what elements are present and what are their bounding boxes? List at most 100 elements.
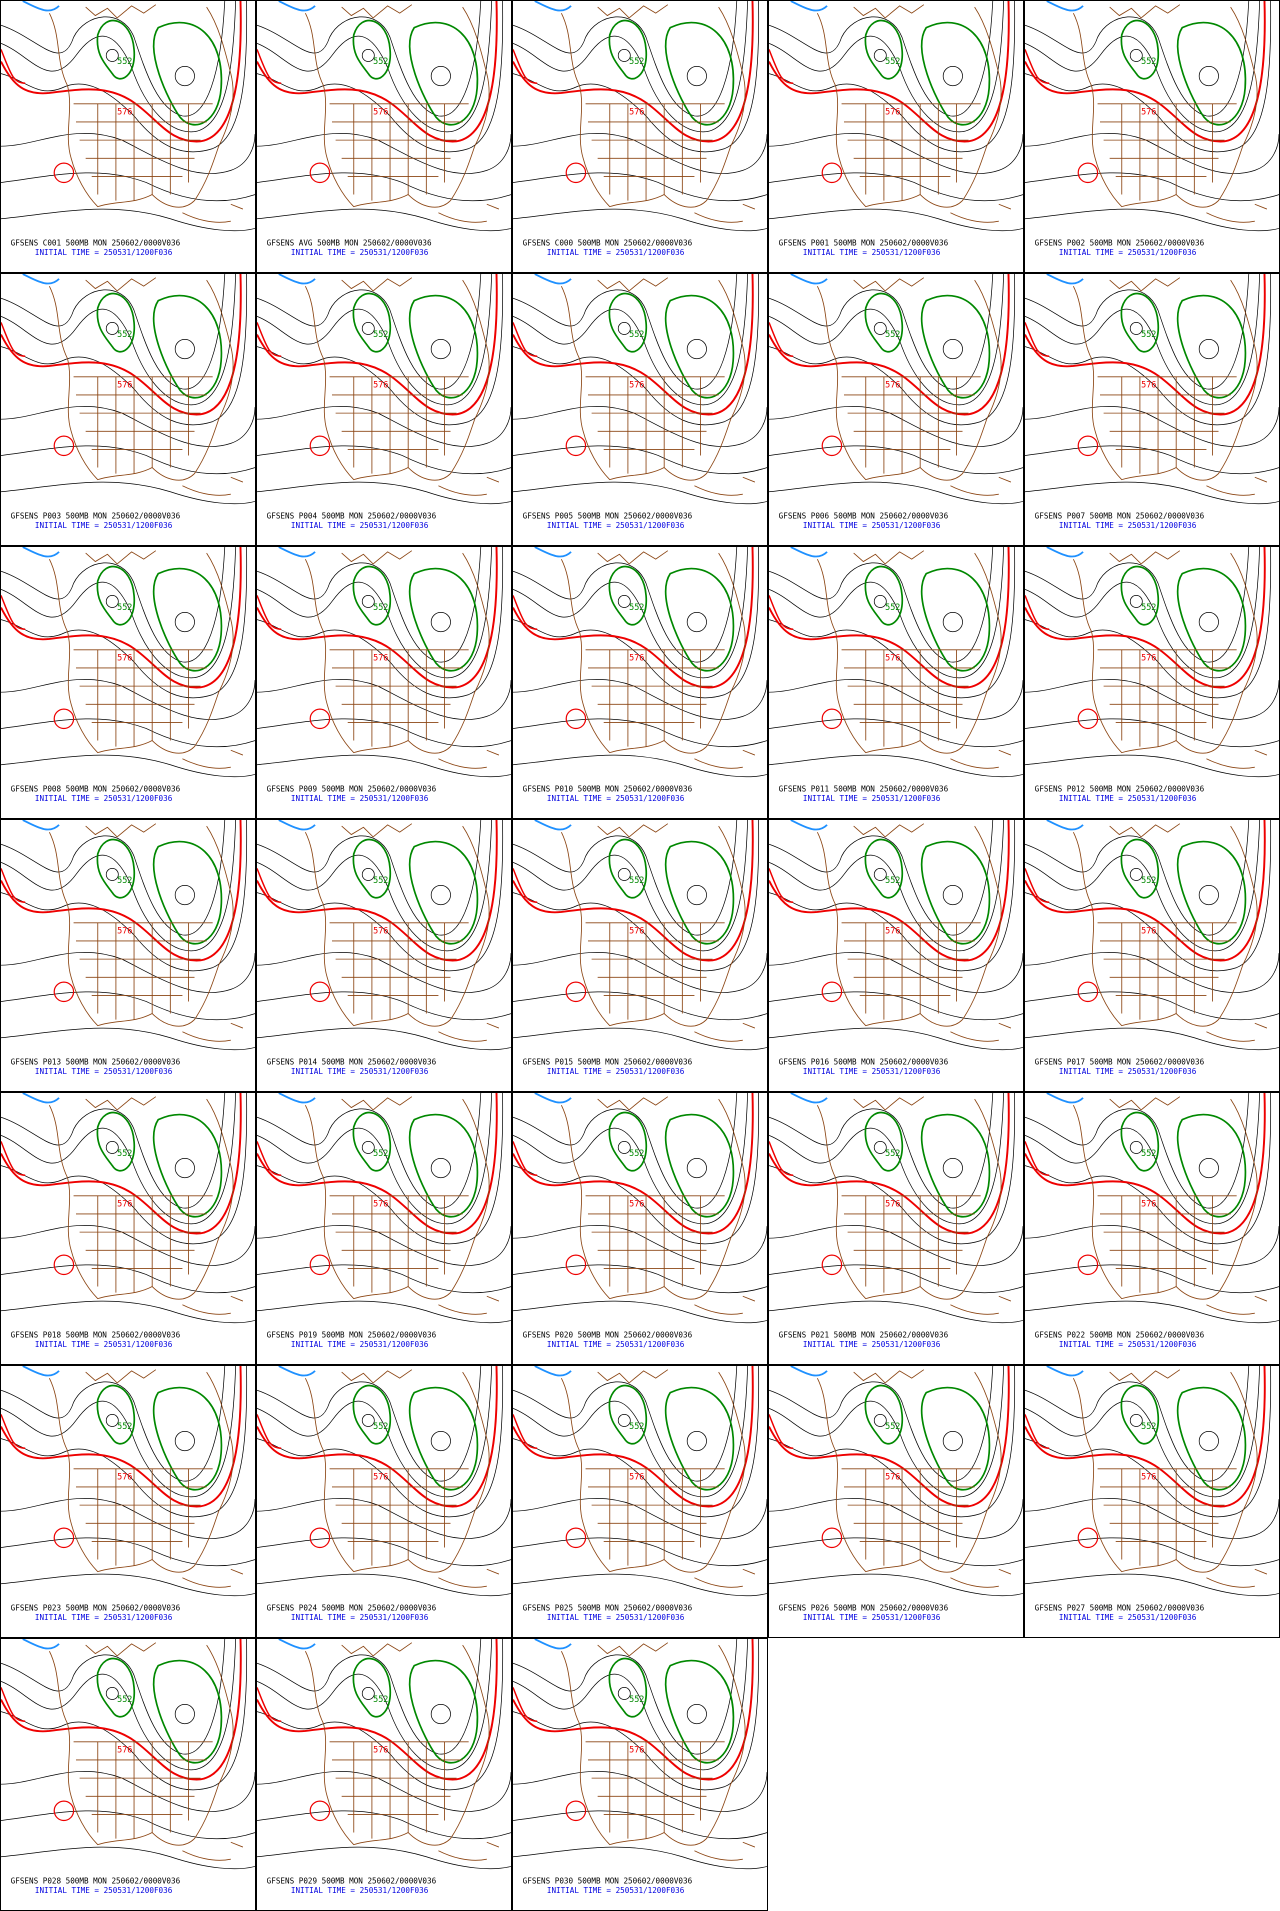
map: 552 576 GFSENS P026 500MB MON 250602/0000V…	[769, 1366, 1023, 1622]
panel-init: INITIAL TIME = 250531/1200F036	[35, 521, 173, 530]
contour-label: 576	[629, 926, 644, 936]
map: 552 576 GFSENS P025 500MB MON 250602/0000V…	[513, 1366, 767, 1622]
panel-init: INITIAL TIME = 250531/1200F036	[1059, 521, 1197, 530]
contour-label: 552	[885, 1421, 900, 1431]
map: 552 576 GFSENS P002 500MB MON 250602/0000V…	[1025, 1, 1279, 257]
panel-init: INITIAL TIME = 250531/1200F036	[291, 1340, 429, 1349]
map: 552 576 GFSENS P021 500MB MON 250602/0000V…	[769, 1093, 1023, 1349]
map: 552 576 GFSENS P012 500MB MON 250602/0000V…	[1025, 547, 1279, 803]
contour-label: 552	[1141, 1421, 1156, 1431]
panel-title: GFSENS P015 500MB MON 250602/0000V036	[523, 1057, 693, 1066]
map: 552 576 GFSENS P017 500MB MON 250602/0000V…	[1025, 820, 1279, 1076]
contour-label: 552	[117, 1148, 132, 1158]
map-panel: 552 576 GFSENS P003 500MB MON 250602/0000V…	[0, 273, 256, 546]
contour-label: 576	[373, 107, 388, 117]
panel-title: GFSENS P027 500MB MON 250602/0000V036	[1035, 1603, 1205, 1612]
contour-label: 552	[117, 602, 132, 612]
contour-label: 576	[885, 1472, 900, 1482]
map-panel: 552 576 GFSENS P027 500MB MON 250602/0000V…	[1024, 1365, 1280, 1638]
map-panel: 552 576 GFSENS P014 500MB MON 250602/0000V…	[256, 819, 512, 1092]
map-panel: 552 576 GFSENS P028 500MB MON 250602/0000V…	[0, 1638, 256, 1911]
map-panel: 552 576 GFSENS P030 500MB MON 250602/0000V…	[512, 1638, 768, 1911]
map: 552 576 GFSENS P003 500MB MON 250602/0000V…	[1, 274, 255, 530]
panel-init: INITIAL TIME = 250531/1200F036	[547, 1067, 685, 1076]
panel-title: GFSENS P002 500MB MON 250602/0000V036	[1035, 238, 1205, 247]
map: 552 576 GFSENS P030 500MB MON 250602/0000V…	[513, 1639, 767, 1895]
map-panel: 552 576 GFSENS P006 500MB MON 250602/0000V…	[768, 273, 1024, 546]
panel-init: INITIAL TIME = 250531/1200F036	[803, 1340, 941, 1349]
map: 552 576 GFSENS P007 500MB MON 250602/0000V…	[1025, 274, 1279, 530]
panel-title: GFSENS P012 500MB MON 250602/0000V036	[1035, 784, 1205, 793]
contour-label: 576	[629, 653, 644, 663]
panel-init: INITIAL TIME = 250531/1200F036	[547, 1340, 685, 1349]
map: 552 576 GFSENS P006 500MB MON 250602/0000V…	[769, 274, 1023, 530]
contour-label: 552	[1141, 329, 1156, 339]
map-panel: 552 576 GFSENS P005 500MB MON 250602/0000V…	[512, 273, 768, 546]
panel-title: GFSENS P029 500MB MON 250602/0000V036	[267, 1876, 437, 1885]
panel-title: GFSENS P017 500MB MON 250602/0000V036	[1035, 1057, 1205, 1066]
map-panel: 552 576 GFSENS P012 500MB MON 250602/0000V…	[1024, 546, 1280, 819]
map-panel: 552 576 GFSENS P010 500MB MON 250602/0000V…	[512, 546, 768, 819]
map: 552 576 GFSENS P019 500MB MON 250602/0000V…	[257, 1093, 511, 1349]
contour-label: 576	[373, 380, 388, 390]
panel-init: INITIAL TIME = 250531/1200F036	[291, 794, 429, 803]
panel-init: INITIAL TIME = 250531/1200F036	[1059, 1613, 1197, 1622]
panel-init: INITIAL TIME = 250531/1200F036	[291, 1067, 429, 1076]
panel-title: GFSENS P023 500MB MON 250602/0000V036	[11, 1603, 181, 1612]
contour-label: 552	[1141, 875, 1156, 885]
contour-label: 576	[629, 380, 644, 390]
contour-label: 576	[1141, 926, 1156, 936]
contour-label: 552	[629, 329, 644, 339]
map: 552 576 GFSENS P009 500MB MON 250602/0000V…	[257, 547, 511, 803]
panel-title: GFSENS P011 500MB MON 250602/0000V036	[779, 784, 949, 793]
contour-label: 552	[373, 329, 388, 339]
panel-init: INITIAL TIME = 250531/1200F036	[1059, 1340, 1197, 1349]
panel-init: INITIAL TIME = 250531/1200F036	[803, 1067, 941, 1076]
panel-title: GFSENS P009 500MB MON 250602/0000V036	[267, 784, 437, 793]
contour-label: 552	[373, 875, 388, 885]
panel-init: INITIAL TIME = 250531/1200F036	[291, 521, 429, 530]
contour-label: 576	[885, 926, 900, 936]
panel-init: INITIAL TIME = 250531/1200F036	[1059, 1067, 1197, 1076]
map: 552 576 GFSENS C001 500MB MON 250602/0000V…	[1, 1, 255, 257]
panel-title: GFSENS C001 500MB MON 250602/0000V036	[11, 238, 181, 247]
contour-label: 552	[1141, 1148, 1156, 1158]
panel-init: INITIAL TIME = 250531/1200F036	[803, 248, 941, 257]
map: 552 576 GFSENS P010 500MB MON 250602/0000V…	[513, 547, 767, 803]
panel-title: GFSENS P028 500MB MON 250602/0000V036	[11, 1876, 181, 1885]
contour-label: 576	[373, 1199, 388, 1209]
panel-init: INITIAL TIME = 250531/1200F036	[547, 1886, 685, 1895]
map-panel: 552 576 GFSENS P022 500MB MON 250602/0000V…	[1024, 1092, 1280, 1365]
contour-label: 576	[885, 653, 900, 663]
contour-label: 552	[373, 1148, 388, 1158]
panel-init: INITIAL TIME = 250531/1200F036	[291, 1886, 429, 1895]
contour-label: 576	[629, 1472, 644, 1482]
map: 552 576 GFSENS P004 500MB MON 250602/0000V…	[257, 274, 511, 530]
contour-label: 576	[373, 926, 388, 936]
contour-label: 552	[629, 1148, 644, 1158]
panel-title: GFSENS P020 500MB MON 250602/0000V036	[523, 1330, 693, 1339]
panel-init: INITIAL TIME = 250531/1200F036	[547, 794, 685, 803]
map-panel: 552 576 GFSENS P017 500MB MON 250602/0000V…	[1024, 819, 1280, 1092]
contour-label: 552	[117, 329, 132, 339]
contour-label: 576	[117, 1472, 132, 1482]
panel-title: GFSENS P006 500MB MON 250602/0000V036	[779, 511, 949, 520]
panel-title: GFSENS P030 500MB MON 250602/0000V036	[523, 1876, 693, 1885]
map: 552 576 GFSENS P005 500MB MON 250602/0000V…	[513, 274, 767, 530]
contour-label: 552	[373, 1694, 388, 1704]
map: 552 576 GFSENS P016 500MB MON 250602/0000V…	[769, 820, 1023, 1076]
map-panel: 552 576 GFSENS P016 500MB MON 250602/0000V…	[768, 819, 1024, 1092]
contour-label: 576	[117, 380, 132, 390]
map-panel: 552 576 GFSENS AVG 500MB MON 250602/0000V0…	[256, 0, 512, 273]
panel-title: GFSENS P024 500MB MON 250602/0000V036	[267, 1603, 437, 1612]
map: 552 576 GFSENS P013 500MB MON 250602/0000V…	[1, 820, 255, 1076]
contour-label: 576	[629, 1745, 644, 1755]
map-panel: 552 576 GFSENS P013 500MB MON 250602/0000V…	[0, 819, 256, 1092]
contour-label: 552	[629, 56, 644, 66]
panel-title: GFSENS P016 500MB MON 250602/0000V036	[779, 1057, 949, 1066]
contour-label: 576	[1141, 107, 1156, 117]
map-panel: 552 576 GFSENS P015 500MB MON 250602/0000V…	[512, 819, 768, 1092]
contour-label: 552	[629, 1694, 644, 1704]
contour-label: 576	[373, 1472, 388, 1482]
